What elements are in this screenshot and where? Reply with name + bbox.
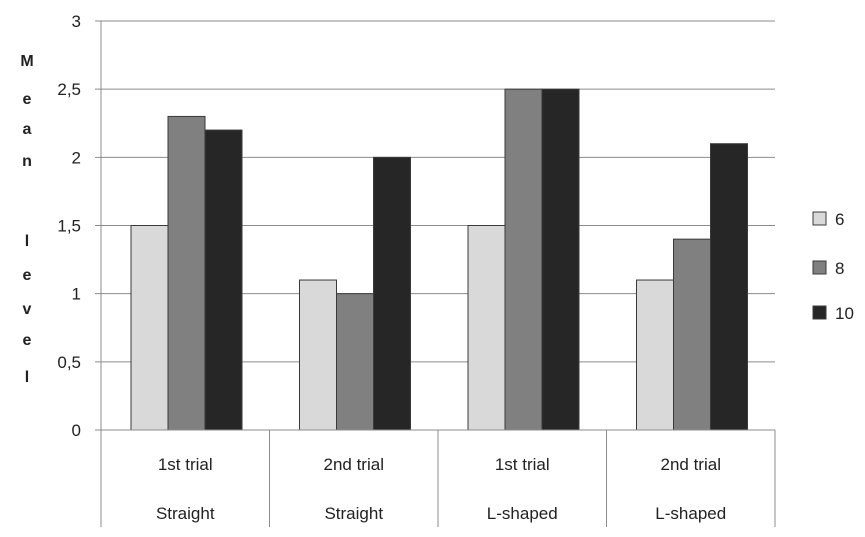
legend-swatch-10 xyxy=(812,305,827,320)
bar-series-10 xyxy=(373,156,411,431)
y-tick-label: 2,5 xyxy=(57,80,81,99)
bar-series-6 xyxy=(467,225,506,431)
x-category-label-line1: 1st trial xyxy=(158,455,213,474)
y-axis-label-char: l xyxy=(25,233,29,250)
x-category-label-line1: 1st trial xyxy=(495,455,550,474)
x-category-label-line1: 2nd trial xyxy=(661,455,721,474)
bar-series-10 xyxy=(710,143,748,431)
y-tick-label: 2 xyxy=(72,148,81,167)
x-category-labels: 1st trial Straight 2nd trial Straight 1st tr… xyxy=(156,455,726,523)
y-axis-label-char: l xyxy=(25,369,29,386)
legend-swatch-8 xyxy=(812,260,827,275)
y-axis-label-char: M xyxy=(20,53,33,70)
y-tick-label: 3 xyxy=(72,12,81,31)
x-category-label-line1: 2nd trial xyxy=(324,455,384,474)
bar-series-6 xyxy=(636,279,674,431)
axes xyxy=(95,21,776,527)
legend-swatch-6 xyxy=(812,211,827,226)
legend-label-8: 8 xyxy=(835,259,844,278)
x-category-label-line2: L-shaped xyxy=(655,504,726,523)
y-tick-labels: 0 0,5 1 1,5 2 2,5 3 xyxy=(57,12,81,440)
bar-series-10 xyxy=(541,88,580,431)
bar-series-6 xyxy=(130,225,169,431)
legend-label-6: 6 xyxy=(835,210,844,229)
y-tick-label: 0,5 xyxy=(57,353,81,372)
y-axis-label-char: n xyxy=(22,153,32,170)
bar-series-8 xyxy=(336,293,374,431)
bars xyxy=(130,88,748,431)
x-category-label-line2: Straight xyxy=(324,504,383,523)
y-axis-label-char: a xyxy=(23,121,32,138)
x-category-label-line2: Straight xyxy=(156,504,215,523)
y-tick-label: 1 xyxy=(72,285,81,304)
y-axis-label-char: e xyxy=(23,91,32,108)
y-axis-label-char: e xyxy=(23,332,32,349)
legend: 6 8 10 xyxy=(812,210,854,323)
bar-series-10 xyxy=(204,129,243,431)
y-axis-label-char: e xyxy=(23,267,32,284)
y-tick-label: 1,5 xyxy=(57,217,81,236)
bar-series-8 xyxy=(167,115,206,431)
legend-label-10: 10 xyxy=(835,304,854,323)
y-tick-label: 0 xyxy=(72,421,81,440)
x-category-label-line2: L-shaped xyxy=(487,504,558,523)
y-axis-label-char: v xyxy=(23,301,32,318)
bar-series-8 xyxy=(673,238,711,431)
bar-series-8 xyxy=(504,88,543,431)
bar-series-6 xyxy=(299,279,337,431)
